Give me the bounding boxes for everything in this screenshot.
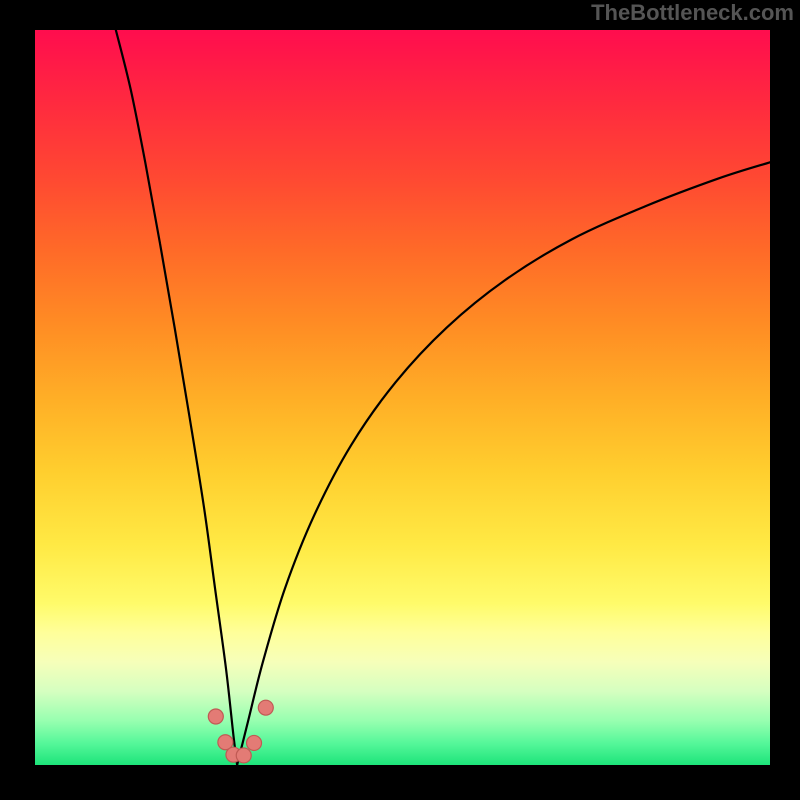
marker-point [236, 748, 251, 763]
plot-background [35, 30, 770, 765]
chart-svg [0, 0, 800, 800]
chart-stage: TheBottleneck.com [0, 0, 800, 800]
watermark-text: TheBottleneck.com [591, 0, 794, 26]
marker-point [247, 735, 262, 750]
marker-point [258, 700, 273, 715]
marker-point [208, 709, 223, 724]
